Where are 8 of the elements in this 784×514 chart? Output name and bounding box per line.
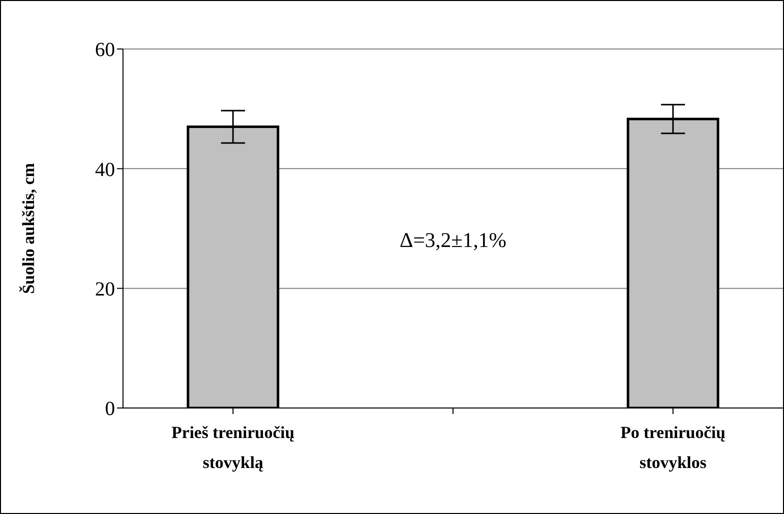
- y-tick-label: 40: [95, 158, 115, 181]
- x-tick-label: Prieš treniruočių stovyklą: [172, 423, 294, 472]
- y-tick-label: 20: [95, 278, 115, 300]
- annotation: Δ=3,2±1,1%: [400, 228, 506, 253]
- x-tick-label: Po treniruočių stovyklos: [620, 423, 726, 472]
- y-tick-label: 0: [105, 398, 115, 420]
- y-axis-title: Šuolio aukštis, cm: [19, 163, 38, 294]
- y-tick-label: 60: [95, 39, 115, 62]
